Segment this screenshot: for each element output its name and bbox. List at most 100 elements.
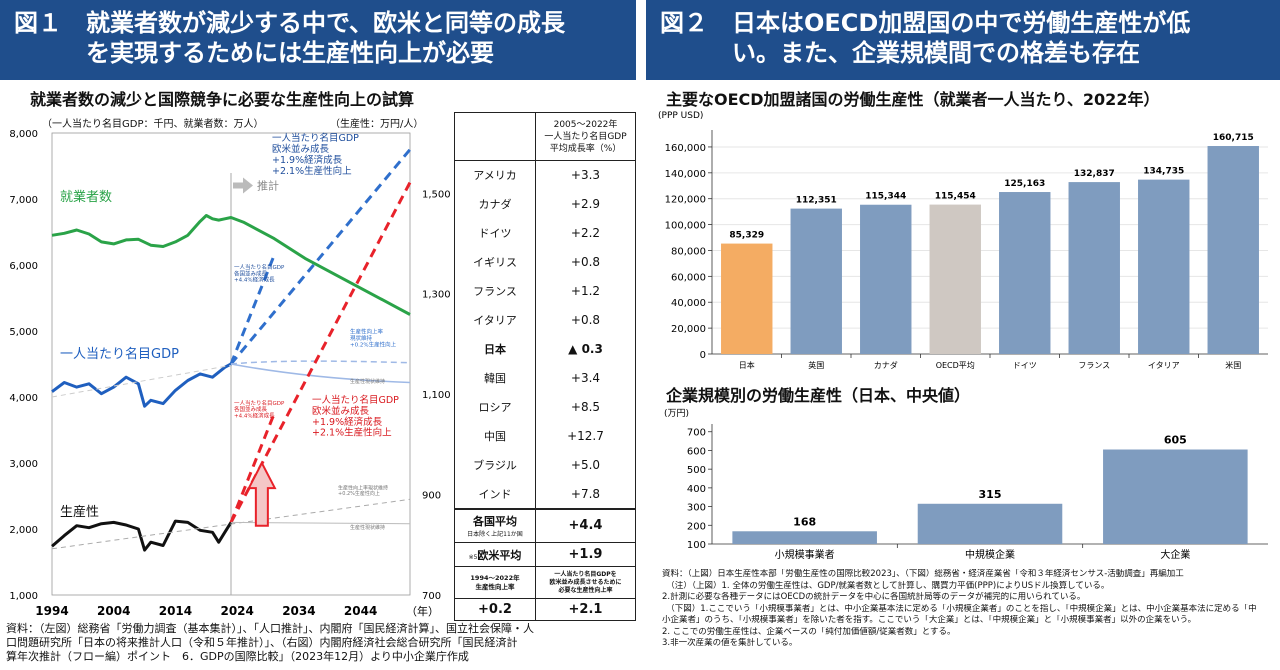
y-axis-label: (万円)	[664, 408, 689, 419]
annotation-blue-small: +4.4%経済成長	[234, 276, 275, 284]
bar	[1138, 179, 1190, 354]
table-header: 2005～2022年 一人当たり名目GDP 平均成長率（%）	[535, 112, 636, 161]
productivity-label: 生産性	[60, 504, 99, 520]
source-line: 算年次推計（フロー編）ポイント 6．GDPの国際比較」（2023年12月）より中…	[6, 650, 469, 663]
annotation-gray: 現状維持	[350, 334, 373, 342]
y-tick-label: 0	[700, 350, 706, 361]
b2-header: 一人当たり名目GDPを 欧米並み成長させるために 必要な生産性向上率	[535, 566, 636, 599]
bar-value-label: 112,351	[796, 196, 837, 206]
y-tick-label: 60,000	[671, 272, 706, 283]
series-line	[51, 362, 232, 408]
y-tick-label: 100,000	[665, 221, 706, 232]
annotation-blue-small: 一人当たり名目GDP	[234, 263, 285, 271]
category-label: カナダ	[874, 360, 898, 370]
bar	[1207, 146, 1259, 354]
projection-line	[229, 148, 412, 365]
series-line	[51, 519, 233, 552]
rate-cell: +0.8	[535, 305, 636, 335]
growth-rate-table: 2005～2022年 一人当たり名目GDP 平均成長率（%） アメリカ +3.3 カ…	[454, 112, 636, 567]
x-tick-label: 2044	[344, 604, 377, 618]
bar-value-label: 168	[793, 515, 816, 528]
avg-west-value: +1.9	[535, 542, 636, 567]
country-cell: 中国	[454, 421, 536, 451]
note-line: （下図）1.ここでいう「小規模事業者」とは、中小企業基本法に定める「小規模企業者…	[662, 603, 1257, 614]
rate-cell: +1.2	[535, 276, 636, 306]
fig2-title-line1: 図２ 日本はOECD加盟国の中で労働生産性が低	[660, 9, 1191, 37]
annotation-blue: 一人当たり名目GDP	[272, 132, 359, 144]
avg-west-note: ※5	[468, 553, 478, 561]
table-row: アメリカ +3.3	[454, 160, 636, 190]
table-header-line: 平均成長率（%）	[549, 143, 622, 154]
country-cell: フランス	[454, 276, 536, 306]
table-row: 日本 ▲ 0.3	[454, 334, 636, 364]
x-tick-label: 1994	[35, 604, 68, 618]
annotation-red-small: 一人当たり名目GDP	[234, 399, 285, 407]
y-left-tick-label: 5,000	[9, 327, 38, 338]
productivity-rate-table: 1994～2022年 生産性向上率 一人当たり名目GDPを 欧米並み成長させるた…	[454, 566, 636, 621]
y-right-tick-label: 1,100	[422, 390, 451, 401]
y-left-tick-label: 6,000	[9, 261, 38, 272]
rate-cell: ▲ 0.3	[535, 334, 636, 364]
bar-value-label: 132,837	[1074, 169, 1115, 179]
fig2-title-line2: い。また、企業規模間での格差も存在	[732, 39, 1140, 67]
country-cell: カナダ	[454, 189, 536, 219]
bar	[732, 531, 877, 544]
annotation-red: 一人当たり名目GDP	[312, 394, 399, 406]
fig1-unit-right: （生産性：万円/人）	[330, 119, 424, 130]
employed-label: 就業者数	[60, 189, 112, 205]
bar-value-label: 115,344	[865, 192, 906, 202]
y-tick-label: 20,000	[671, 324, 706, 335]
y-tick-label: 160,000	[665, 143, 706, 154]
projection-line	[230, 360, 411, 365]
bar-value-label: 315	[979, 488, 1002, 501]
fig1-subtitle: 就業者数の減少と国際競争に必要な生産性向上の試算	[30, 90, 415, 109]
x-tick-label: 2024	[220, 604, 253, 618]
table-header-line: 2005～2022年	[553, 119, 618, 130]
bar	[1068, 182, 1120, 354]
projection-line	[229, 412, 276, 523]
annotation-blue: 欧米並み成長	[272, 143, 330, 155]
bar	[790, 208, 842, 354]
y-tick-label: 100	[687, 540, 706, 551]
table-row: イタリア +0.8	[454, 305, 636, 335]
y-right-tick-label: 1,300	[422, 290, 451, 301]
rate-cell: +2.2	[535, 218, 636, 248]
b2-value: +2.1	[535, 598, 636, 621]
gdppc-label: 一人当たり名目GDP	[60, 346, 179, 362]
y-tick-label: 40,000	[671, 298, 706, 309]
x-tick-label: 2004	[97, 604, 130, 618]
category-label: 米国	[1225, 360, 1241, 370]
note-line: 2.計測に必要な各種データにはOECDの統計データを中心に各国統計局等のデータが…	[662, 592, 1086, 602]
annotation-gray: 生産性現状維持	[350, 524, 385, 531]
forecast-arrow	[233, 177, 253, 194]
source-line: 口問題研究所「日本の将来推計人口（令和５年推計）」、（右図）内閣府経済社会総合研…	[6, 636, 518, 649]
note-line: 2. ここでの労働生産性は、企業ベースの「純付加価値額/従業者数」とする。	[662, 626, 956, 637]
category-label: フランス	[1078, 361, 1110, 370]
country-cell: ブラジル	[454, 450, 536, 480]
x-tick-label: 2034	[282, 604, 315, 618]
y-tick-label: 140,000	[665, 169, 706, 180]
trend-line	[51, 364, 232, 398]
fig2-notes: 資料：（上図）日本生産性本部「労働生産性の国際比較2023」、（下図）総務省・経…	[662, 569, 1274, 650]
y-tick-label: 700	[687, 428, 706, 439]
b2-header-line: 一人当たり名目GDPを	[554, 570, 617, 578]
category-label: 小規模事業者	[775, 548, 835, 561]
avg-world-label-cell: 各国平均 日本除く上記11か国	[454, 507, 536, 543]
y-left-tick-label: 4,000	[9, 393, 38, 404]
b1-value: +0.2	[454, 598, 536, 621]
bar-value-label: 134,735	[1143, 167, 1184, 177]
bar-value-label: 125,163	[1004, 179, 1045, 189]
annotation-red: +2.1%生産性向上	[312, 427, 392, 439]
annotation-gray: 生産性現状維持	[350, 378, 385, 385]
rate-cell: +0.8	[535, 247, 636, 277]
source-line: 資料：（左図）総務省「労働力調査（基本集計）」、「人口推計」、内閣府「国民経済計…	[6, 622, 534, 635]
y-tick-label: 500	[687, 465, 706, 476]
fig1-source: 資料：（左図）総務省「労働力調査（基本集計）」、「人口推計」、内閣府「国民経済計…	[6, 622, 646, 664]
bar	[929, 204, 981, 354]
bar	[860, 204, 912, 354]
category-label: 英国	[808, 360, 824, 370]
b1-header-line: 生産性向上率	[475, 582, 515, 591]
fig1-title-banner: 図１ 就業者数が減少する中で、欧米と同等の成長 を実現するためには生産性向上が必…	[0, 0, 636, 80]
y-left-tick-label: 3,000	[9, 459, 38, 470]
b1-header: 1994～2022年 生産性向上率	[454, 566, 536, 599]
